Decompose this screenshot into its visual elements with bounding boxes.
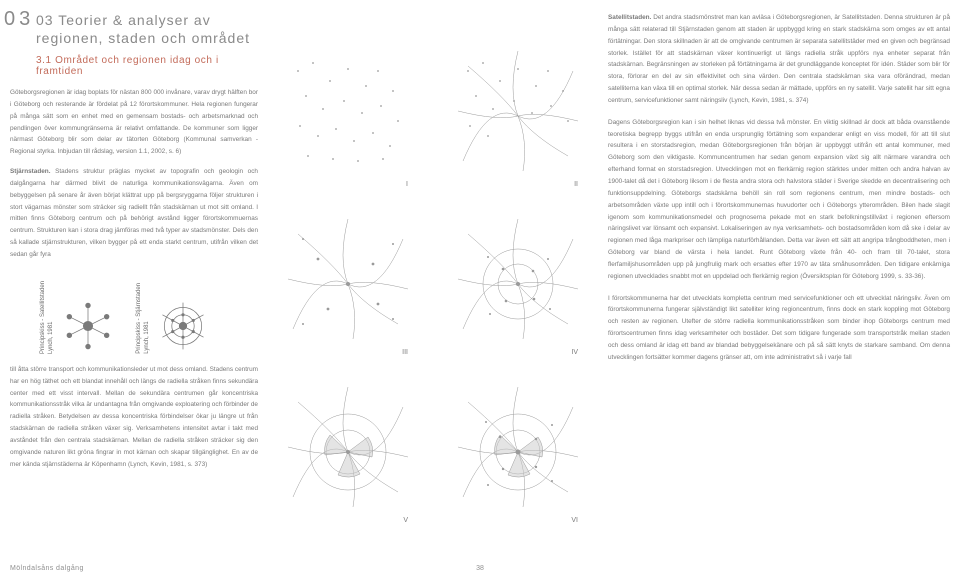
roman-4: IV (571, 349, 578, 356)
diagram-cell-4: IV (448, 204, 588, 354)
diagram-cell-5: V (278, 372, 418, 522)
principskiss-block: Principskiss - Satellitstaden Lynch, 198… (40, 281, 258, 354)
left-paragraph-1: Göteborgsregionen är idag boplats för nä… (10, 87, 258, 158)
roman-6: VI (571, 517, 578, 524)
diagram-grid: I II (278, 36, 588, 522)
roman-2: II (574, 181, 578, 188)
diagram-cell-1: I (278, 36, 418, 186)
diagram-cell-3: III (278, 204, 418, 354)
right-paragraph-2: Dagens Göteborgsregion kan i sin helhet … (608, 117, 950, 283)
stjarn-icon (155, 298, 211, 354)
page-title: 03 Teorier & analyser av regionen, stade… (36, 12, 258, 47)
title-line-2: regionen, staden och området (36, 30, 250, 46)
right-column: Satellitstaden. Det andra stadsmönstret … (598, 0, 960, 578)
footer-page-number: 38 (476, 565, 484, 572)
skiss-stjarn: Principskiss - Stjärnstaden Lynch, 1981 (136, 281, 212, 354)
skiss-caption-b: Principskiss - Stjärnstaden Lynch, 1981 (136, 283, 152, 354)
skiss-satellit: Principskiss - Satellitstaden Lynch, 198… (40, 281, 116, 354)
right-p1-body: Det andra stadsmönstret man kan avläsa i… (608, 14, 950, 104)
skiss-b-line2: Lynch, 1981 (143, 321, 149, 353)
roman-5: V (403, 517, 408, 524)
left-column: 03 03 Teorier & analyser av regionen, st… (0, 0, 268, 578)
right-paragraph-3: I förortskommunerna har det utvecklats k… (608, 293, 950, 364)
para-head-stjarnstaden: Stjärnstaden. (10, 168, 51, 175)
diagram-cell-6: VI (448, 372, 588, 522)
middle-column: I II (268, 0, 598, 578)
skiss-a-line1: Principskiss - Satellitstaden (40, 281, 46, 354)
satellit-icon (60, 298, 116, 354)
skiss-a-line2: Lynch, 1981 (48, 321, 54, 353)
right-paragraph-1: Satellitstaden. Det andra stadsmönstret … (608, 12, 950, 107)
left-paragraph-2: Stjärnstaden. Stadens struktur präglas m… (10, 166, 258, 261)
title-line-1: 03 Teorier & analyser av (36, 12, 211, 28)
footer-left: Mölndalsåns dalgång (10, 565, 84, 572)
skiss-b-line1: Principskiss - Stjärnstaden (136, 283, 142, 354)
roman-1: I (406, 181, 408, 188)
left-paragraph-2-body: Stadens struktur präglas mycket av topog… (10, 168, 258, 258)
roman-3: III (402, 349, 408, 356)
section-subtitle: 3.1 Området och regionen idag och i fram… (36, 55, 258, 77)
skiss-caption-a: Principskiss - Satellitstaden Lynch, 198… (40, 281, 56, 354)
left-paragraph-3: till åtta större transport och kommunika… (10, 364, 258, 471)
diagram-cell-2: II (448, 36, 588, 186)
page-number: 03 (4, 8, 34, 31)
para-head-satellit: Satellitstaden. (608, 14, 651, 21)
